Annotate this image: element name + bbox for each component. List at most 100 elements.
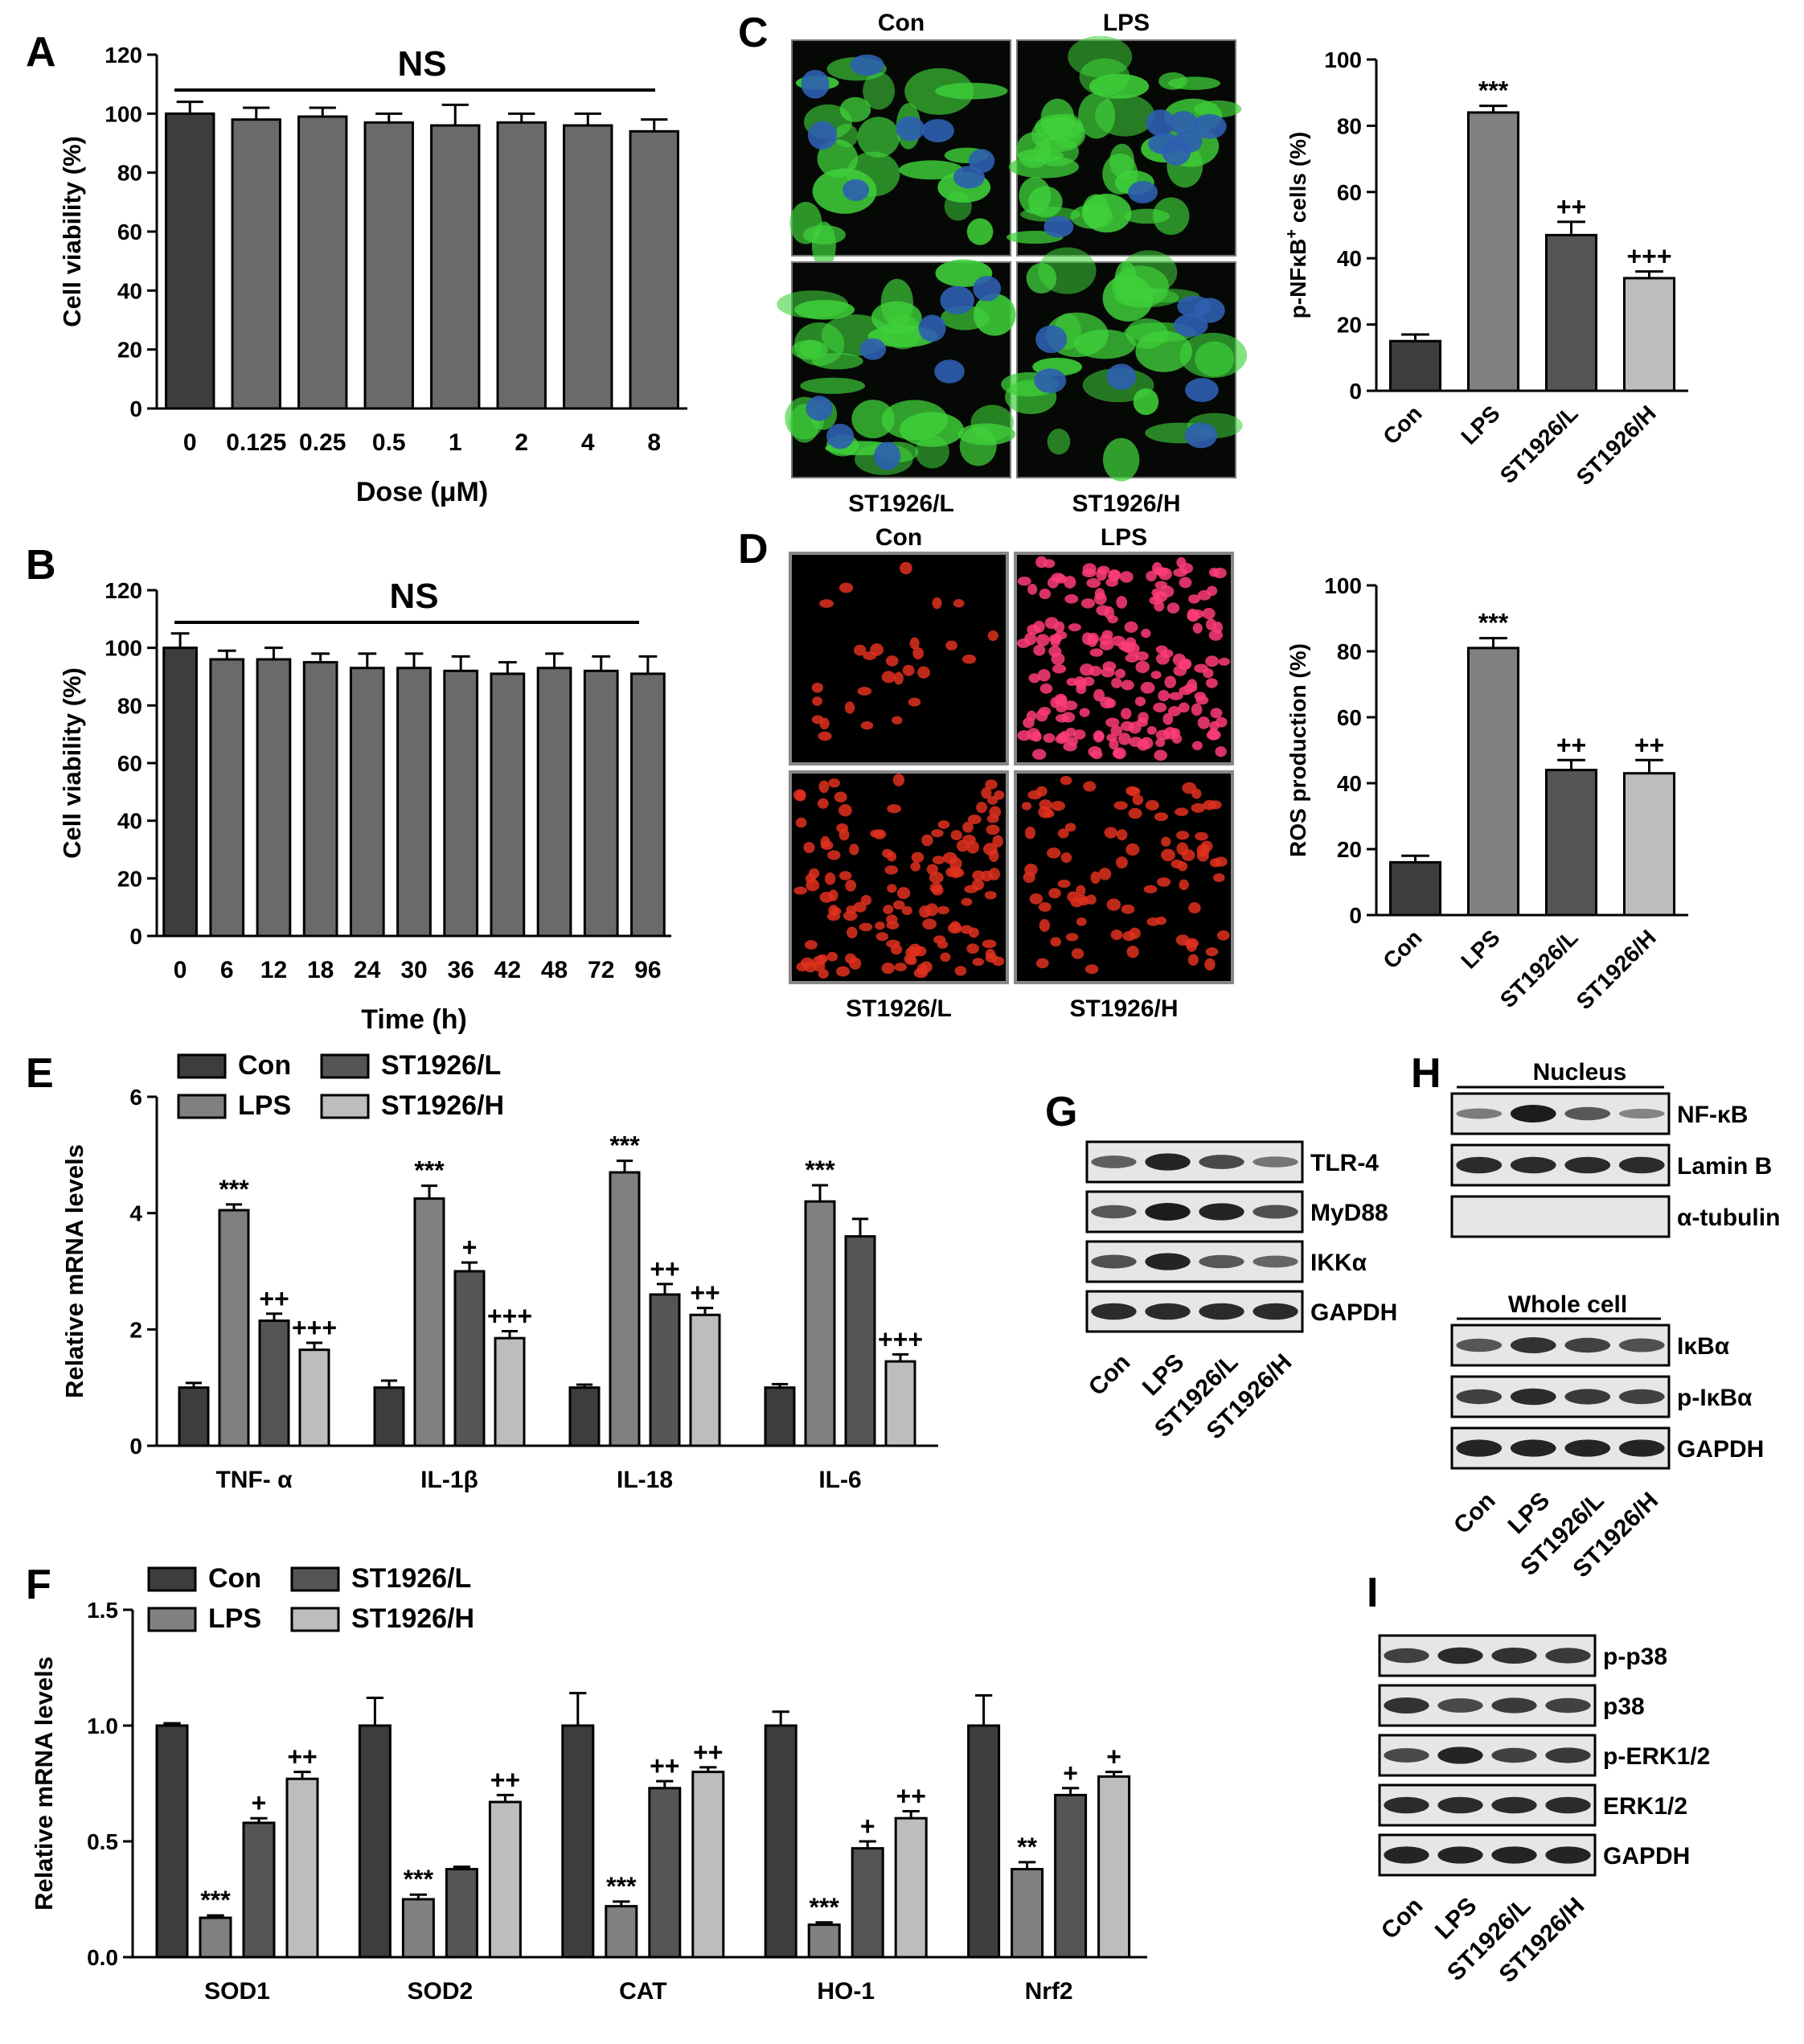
significance-mark: + [860, 1812, 875, 1841]
nucleus-stain [807, 121, 838, 150]
ros-cell [901, 905, 912, 916]
micrograph-title-st1926h: ST1926/H [1069, 995, 1178, 1022]
chart-b-y-tick-label: 120 [105, 578, 142, 603]
ros-cell [1187, 594, 1200, 604]
x-tick-label: IL-6 [818, 1467, 861, 1493]
panel-letter-g: G [1045, 1089, 1077, 1135]
ros-cell [929, 882, 943, 893]
bar [605, 1905, 638, 1959]
ros-cell [945, 640, 957, 651]
significance-mark: *** [200, 1886, 231, 1915]
blot-row-label: IκBα [1677, 1333, 1730, 1360]
panel-letter-d: D [738, 526, 769, 573]
blot-band [1545, 1697, 1591, 1714]
chart-c-y-tick-label: 60 [1337, 180, 1362, 205]
bar [445, 1868, 478, 1959]
significance-mark: *** [1478, 609, 1509, 638]
ros-cell [972, 958, 985, 967]
chart-d-y-axis-label: ROS production (%) [1285, 643, 1310, 857]
ros-cell [1191, 788, 1202, 799]
ros-cell [1060, 852, 1072, 864]
ros-cell [1175, 807, 1189, 816]
ros-cell [853, 901, 867, 913]
ros-cell [1145, 800, 1159, 811]
chart-e-y-tick-label: 0 [129, 1434, 142, 1459]
ros-cell [1125, 843, 1140, 856]
ros-cell [1188, 902, 1201, 914]
x-axis-label: Dose (μM) [356, 477, 488, 507]
ros-cell [1150, 671, 1162, 679]
nucleus-stain [1173, 314, 1208, 337]
ros-cell [1024, 826, 1035, 839]
chart-a-y-tick-label: 0 [129, 396, 142, 421]
blot-band [1618, 1108, 1665, 1119]
ros-cell [1017, 577, 1031, 586]
significance-mark: *** [609, 1131, 640, 1160]
ros-cell [1038, 902, 1052, 912]
blot-band [1545, 1747, 1591, 1763]
ros-cell [804, 940, 818, 950]
micrograph-title-lps: LPS [1103, 10, 1150, 36]
ros-cell [1120, 708, 1132, 720]
ros-cell [1153, 591, 1168, 603]
ros-cell [1065, 728, 1076, 737]
ros-cell [875, 921, 885, 930]
blot-lane-label: Con [1449, 1488, 1501, 1540]
chart-d-y-tick-label: 60 [1337, 705, 1362, 730]
ros-cell [1205, 947, 1219, 957]
ros-cell [1111, 635, 1125, 646]
ros-cell [1089, 648, 1104, 657]
bar [844, 1235, 876, 1447]
ros-cell [1083, 781, 1097, 792]
ros-cell [1055, 734, 1068, 745]
bar [358, 1724, 392, 1959]
ros-cell [827, 850, 841, 860]
ros-cell [819, 892, 834, 903]
ros-cell [1119, 571, 1134, 583]
bar [1011, 1868, 1044, 1959]
significance-mark: *** [404, 1865, 434, 1894]
cytoplasm-stain [966, 218, 994, 245]
ros-cell [910, 861, 920, 872]
bar [488, 1800, 522, 1959]
blot-band [1437, 1746, 1483, 1764]
ros-cell [1179, 702, 1190, 713]
chart-e-y-tick-label: 4 [129, 1201, 142, 1226]
blot-header-nucleus: Nucleus [1533, 1059, 1627, 1086]
x-tick-label: ST1926/H [1572, 400, 1661, 490]
ros-cell [1104, 827, 1117, 839]
blot-band [1091, 1205, 1137, 1219]
blot-lane-label: Con [1376, 1893, 1429, 1945]
nucleus-stain [940, 285, 975, 315]
ros-cell [1033, 621, 1045, 634]
blot-band [1145, 1153, 1191, 1171]
ros-cell [896, 887, 911, 900]
panel-letter-e: E [26, 1050, 54, 1097]
bar [1544, 233, 1598, 392]
x-tick-label: ST1926/L [1495, 925, 1583, 1012]
blot-band [1437, 1698, 1483, 1713]
cytoplasm-stain [880, 278, 914, 327]
legend-label: LPS [208, 1603, 261, 1634]
ros-cell [1101, 630, 1113, 639]
ros-cell [1039, 589, 1052, 600]
blot-band [1384, 1796, 1429, 1814]
ros-cell [1029, 893, 1043, 905]
ros-cell [1090, 750, 1103, 760]
panel-b-chart: 0 20 40 60 80 100 120 Cell viability (%) 0 6 12 18 2… [58, 577, 671, 1035]
ros-cell [940, 952, 951, 962]
ros-cell [1105, 577, 1118, 587]
blot-band [1456, 1338, 1503, 1352]
chart-d-y-tick-label: 40 [1337, 771, 1362, 796]
blot-lane-label: Con [1084, 1349, 1136, 1402]
bar [430, 124, 481, 410]
ros-cell [1060, 775, 1072, 786]
ros-cell [844, 701, 855, 714]
ns-label: NS [389, 577, 438, 616]
bar [1097, 1775, 1131, 1959]
bar [691, 1771, 725, 1959]
panel-a-chart: 0 20 40 60 80 100 120 Cell viability (%) 0 0.125 0… [58, 43, 687, 507]
ros-cell [1191, 802, 1206, 813]
ros-cell [1206, 729, 1221, 741]
